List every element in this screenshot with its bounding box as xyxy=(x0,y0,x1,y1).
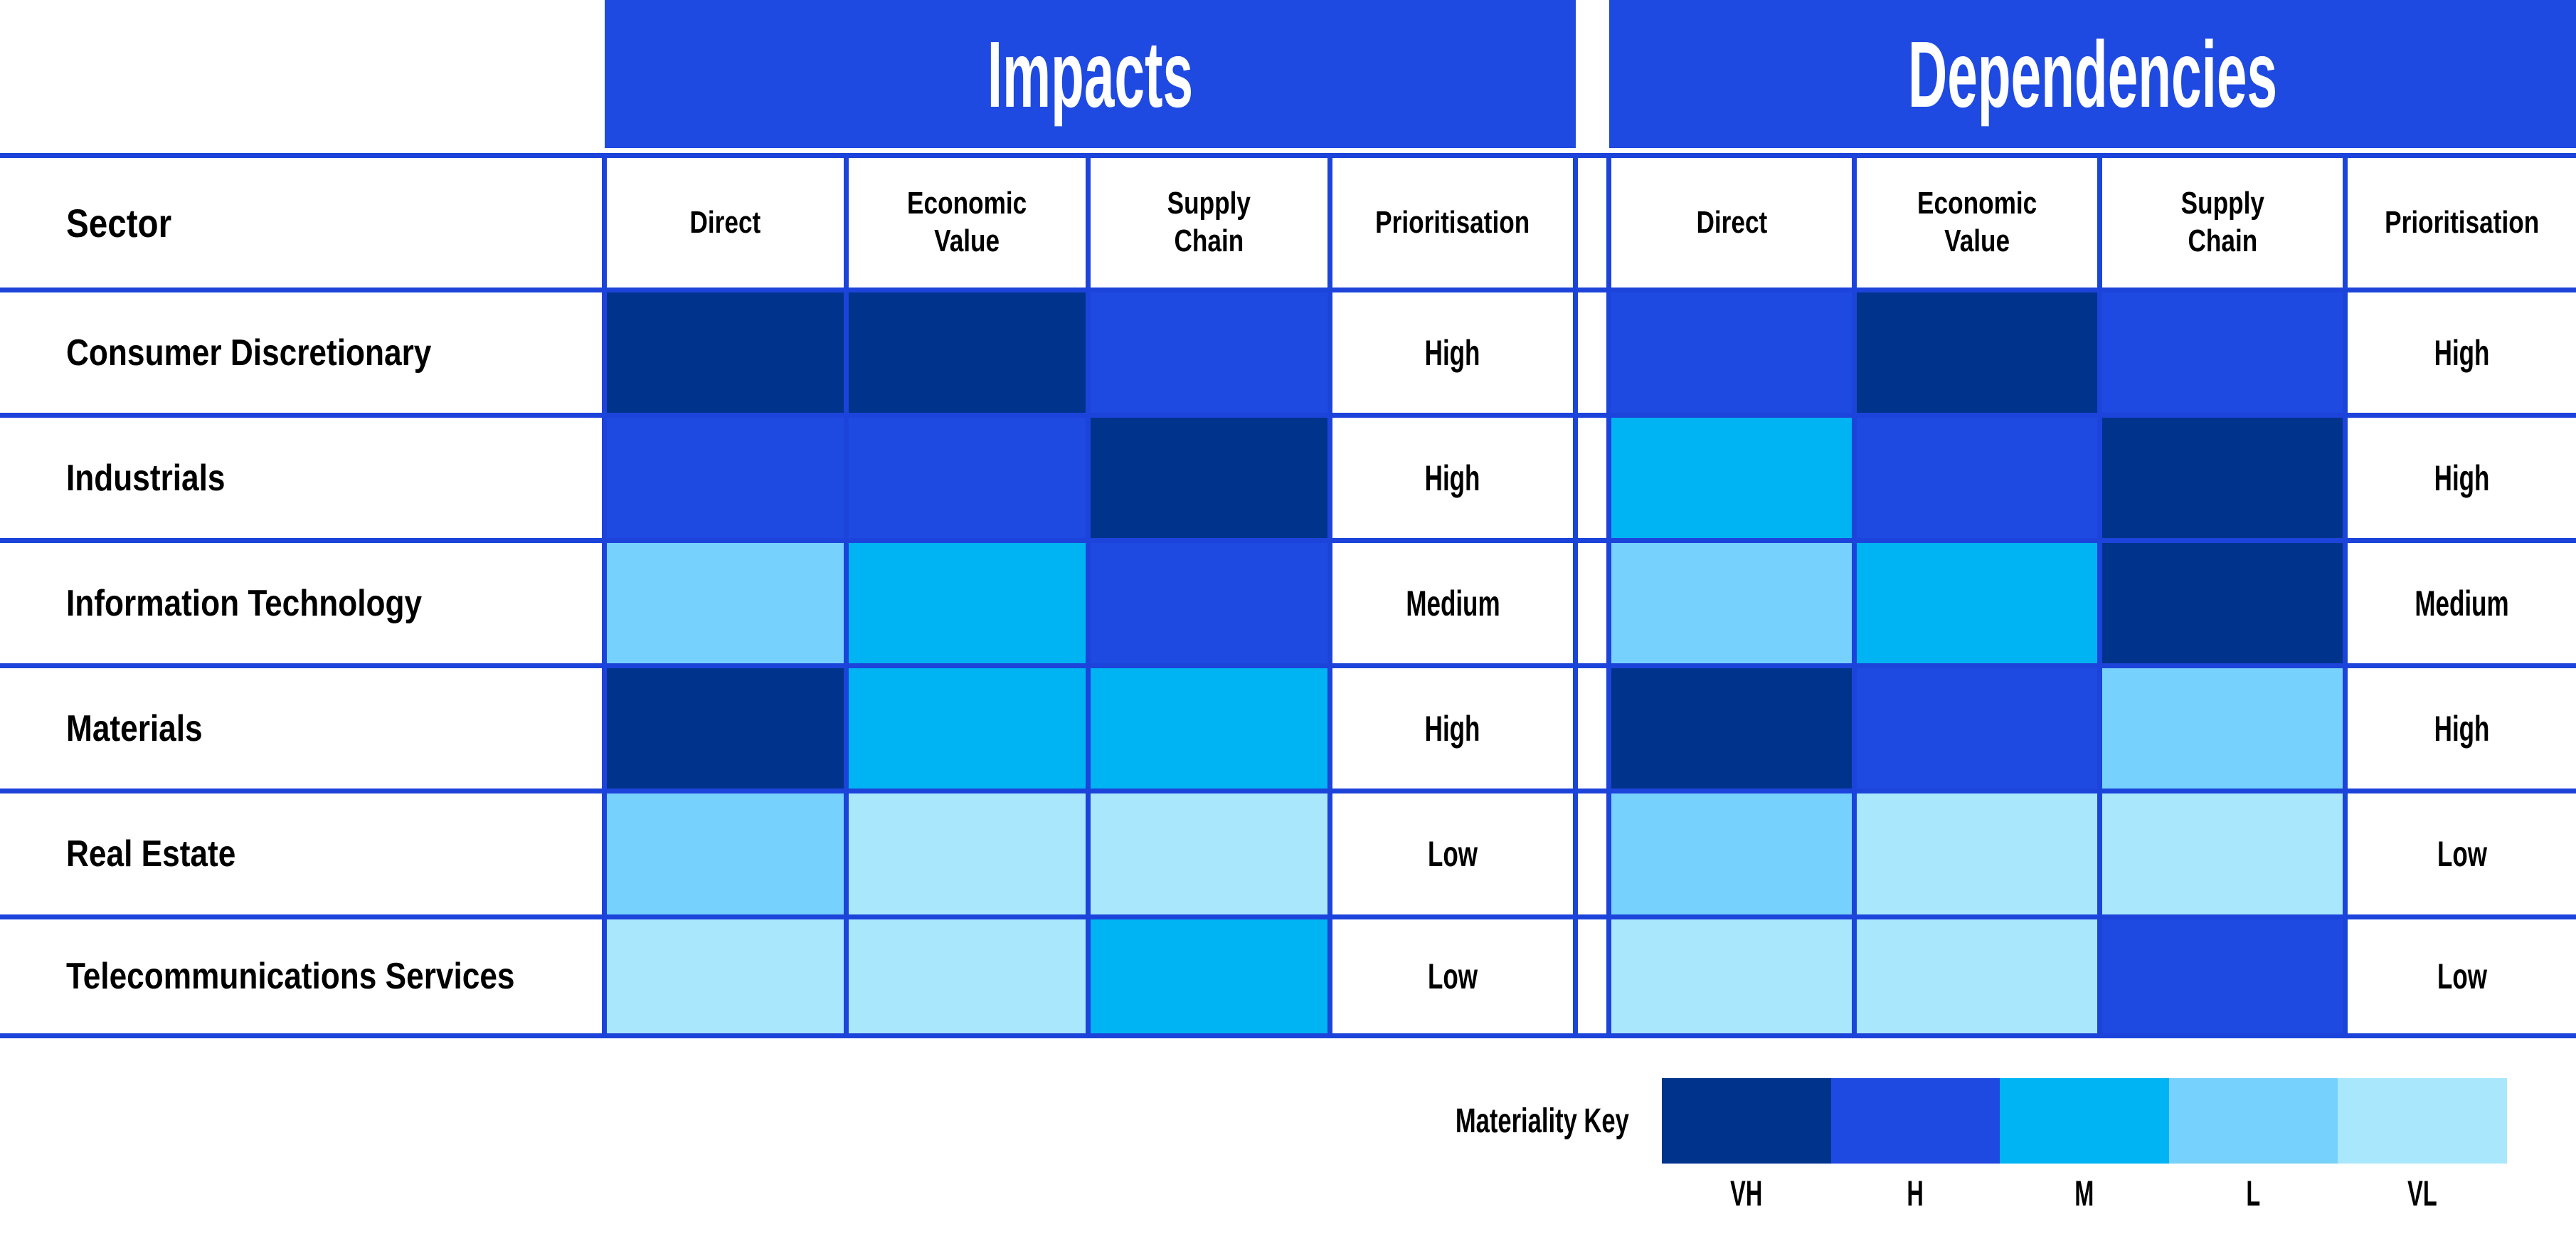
dependencies-direct-column-header: Direct xyxy=(1611,158,1852,288)
legend-tick-h: H xyxy=(1907,1174,1924,1213)
materiality-legend-tick-labels: VH H M L VL xyxy=(1662,1172,2507,1215)
heat-cell-dependencies-economic-value xyxy=(1857,543,2097,663)
materiality-key-label: Materiality Key xyxy=(1456,1102,1629,1140)
heat-cell-impacts-economic-value xyxy=(849,793,1086,914)
heat-cell-dependencies-economic-value xyxy=(1857,418,2097,538)
legend-tick-l: L xyxy=(2246,1174,2261,1213)
table-row-sector: Industrials xyxy=(0,418,602,538)
heat-cell-impacts-supply-chain xyxy=(1091,919,1327,1033)
legend-tick-vh: VH xyxy=(1730,1174,1763,1213)
heat-cell-dependencies-supply-chain xyxy=(2102,292,2343,413)
legend-tick-vl: VL xyxy=(2407,1174,2437,1213)
heat-cell-impacts-supply-chain xyxy=(1091,793,1327,914)
heat-cell-dependencies-direct xyxy=(1611,418,1852,538)
table-row-sector: Materials xyxy=(0,668,602,789)
heat-cell-dependencies-supply-chain xyxy=(2102,418,2343,538)
heat-cell-impacts-direct xyxy=(607,668,844,789)
legend-swatch-h xyxy=(1830,1078,2000,1164)
impacts-supply-chain-column-header: Supply Chain xyxy=(1091,158,1327,288)
dependencies-prioritisation-cell: Low xyxy=(2348,919,2576,1033)
impacts-group-title: Impacts xyxy=(987,21,1194,127)
heat-cell-impacts-economic-value xyxy=(849,668,1086,789)
impacts-prioritisation-cell: Low xyxy=(1332,793,1573,914)
heat-cell-impacts-direct xyxy=(607,292,844,413)
dependencies-prioritisation-cell: High xyxy=(2348,418,2576,538)
heat-cell-dependencies-direct xyxy=(1611,292,1852,413)
heat-cell-impacts-economic-value xyxy=(849,919,1086,1033)
impacts-prioritisation-cell: High xyxy=(1332,418,1573,538)
dependencies-supply-chain-column-header: Supply Chain xyxy=(2102,158,2343,288)
impacts-direct-column-header: Direct xyxy=(607,158,844,288)
legend-tick-m: M xyxy=(2074,1174,2094,1213)
heat-cell-dependencies-supply-chain xyxy=(2102,543,2343,663)
group-divider xyxy=(1578,793,1606,914)
materiality-legend: Materiality Key VH H M L VL xyxy=(0,1078,2576,1220)
heat-cell-impacts-supply-chain xyxy=(1091,543,1327,663)
heat-cell-dependencies-direct xyxy=(1611,543,1852,663)
impacts-prioritisation-cell: Medium xyxy=(1332,543,1573,663)
dependencies-prioritisation-cell: Medium xyxy=(2348,543,2576,663)
materiality-legend-swatches xyxy=(1662,1078,2507,1164)
heat-cell-impacts-economic-value xyxy=(849,418,1086,538)
dependencies-prioritisation-cell: High xyxy=(2348,668,2576,789)
dependencies-group-header: Dependencies xyxy=(1609,0,2576,148)
table-row-sector: Telecommunications Services xyxy=(0,919,602,1033)
heat-cell-dependencies-economic-value xyxy=(1857,793,2097,914)
table-row-sector: Information Technology xyxy=(0,543,602,663)
group-divider xyxy=(1578,158,1606,288)
heat-cell-impacts-direct xyxy=(607,418,844,538)
table-row-sector: Real Estate xyxy=(0,793,602,914)
dependencies-prioritisation-column-header: Prioritisation xyxy=(2348,158,2576,288)
heat-cell-dependencies-direct xyxy=(1611,793,1852,914)
group-divider xyxy=(1578,543,1606,663)
group-divider xyxy=(1578,292,1606,413)
heat-cell-dependencies-economic-value xyxy=(1857,668,2097,789)
heat-cell-impacts-direct xyxy=(607,919,844,1033)
impacts-economic-value-column-header: Economic Value xyxy=(849,158,1086,288)
legend-swatch-vh xyxy=(1662,1078,1831,1164)
legend-swatch-m xyxy=(2000,1078,2169,1164)
heat-cell-impacts-supply-chain xyxy=(1091,292,1327,413)
materiality-matrix-table: Sector Direct Economic Value Supply Chai… xyxy=(0,153,2576,1038)
heat-cell-dependencies-supply-chain xyxy=(2102,668,2343,789)
impacts-prioritisation-cell: Low xyxy=(1332,919,1573,1033)
dependencies-group-title: Dependencies xyxy=(1907,21,2278,127)
materiality-key-label-box: Materiality Key xyxy=(1273,1078,1629,1164)
legend-swatch-vl xyxy=(2338,1078,2507,1164)
heat-cell-impacts-economic-value xyxy=(849,292,1086,413)
dependencies-prioritisation-cell: Low xyxy=(2348,793,2576,914)
impacts-prioritisation-cell: High xyxy=(1332,292,1573,413)
heat-cell-impacts-supply-chain xyxy=(1091,668,1327,789)
dependencies-economic-value-column-header: Economic Value xyxy=(1857,158,2097,288)
impacts-prioritisation-column-header: Prioritisation xyxy=(1332,158,1573,288)
heat-cell-dependencies-economic-value xyxy=(1857,919,2097,1033)
heat-cell-dependencies-direct xyxy=(1611,919,1852,1033)
dependencies-prioritisation-cell: High xyxy=(2348,292,2576,413)
group-divider xyxy=(1578,668,1606,789)
sector-column-header-label: Sector xyxy=(66,200,172,246)
impacts-prioritisation-cell: High xyxy=(1332,668,1573,789)
heat-cell-impacts-economic-value xyxy=(849,543,1086,663)
heat-cell-impacts-supply-chain xyxy=(1091,418,1327,538)
heat-cell-dependencies-supply-chain xyxy=(2102,919,2343,1033)
heat-cell-impacts-direct xyxy=(607,793,844,914)
heat-cell-dependencies-direct xyxy=(1611,668,1852,789)
group-divider xyxy=(1578,418,1606,538)
heat-cell-dependencies-supply-chain xyxy=(2102,793,2343,914)
sector-column-header: Sector xyxy=(0,158,602,288)
heat-cell-impacts-direct xyxy=(607,543,844,663)
legend-swatch-l xyxy=(2168,1078,2338,1164)
table-row-sector: Consumer Discretionary xyxy=(0,292,602,413)
impacts-group-header: Impacts xyxy=(605,0,1576,148)
group-divider xyxy=(1578,919,1606,1033)
heat-cell-dependencies-economic-value xyxy=(1857,292,2097,413)
